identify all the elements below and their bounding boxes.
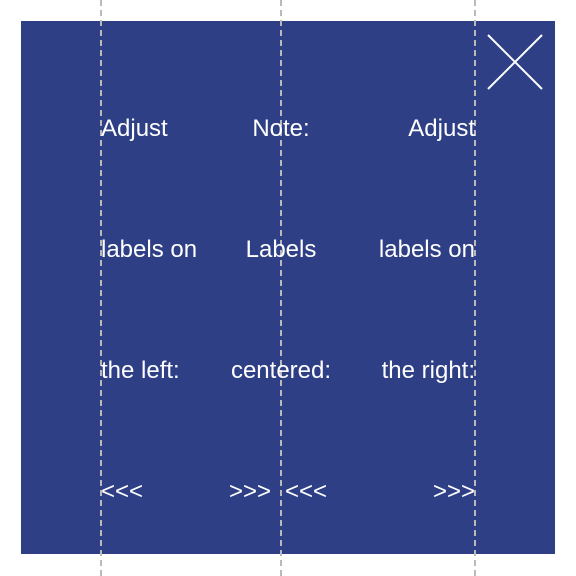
right-alignment-guide [474,0,476,576]
center-adjust-right-arrow[interactable]: >>> [229,478,272,505]
dialog-panel [21,21,555,554]
center-label-line-1: Note: [252,115,310,142]
right-label-line-1: Adjust [408,115,475,142]
center-label-line-2: Labels [245,236,317,263]
right-adjust-arrow[interactable]: >>> [432,478,475,505]
center-adjust-left-arrow[interactable]: <<< [285,478,328,505]
center-label-line-3: centered: [230,357,332,384]
left-label-line-3: the left: [101,357,180,384]
center-alignment-guide [280,0,282,576]
close-button[interactable] [485,32,545,92]
right-label-line-3: the right: [381,357,475,384]
close-icon [487,34,543,90]
left-label-line-2: labels on [101,236,198,263]
left-adjust-arrow[interactable]: <<< [101,478,144,505]
left-label-line-1: Adjust [101,115,168,142]
right-label-line-2: labels on [378,236,475,263]
left-alignment-guide [100,0,102,576]
